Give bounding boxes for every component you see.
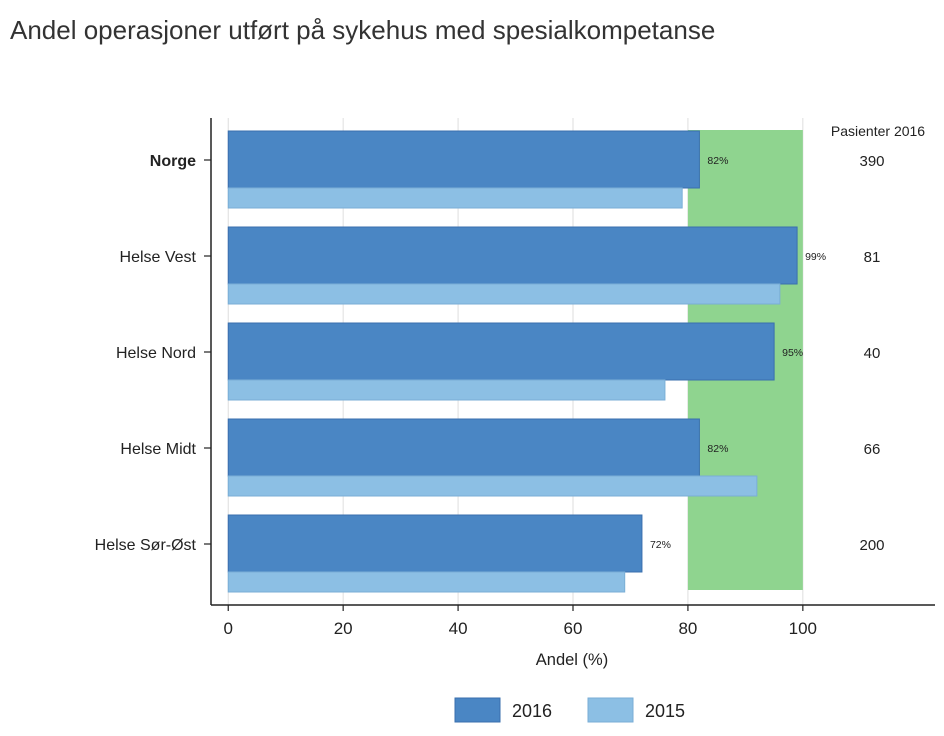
x-tick-label: 20 [334, 619, 353, 638]
legend-label-2015: 2015 [645, 701, 685, 721]
bar-2015-helse-midt [227, 475, 758, 497]
bar-2016-helse-midt [227, 418, 700, 477]
legend-label-2016: 2016 [512, 701, 552, 721]
patients-value-helse-nord: 40 [864, 345, 881, 362]
patients-value-norge: 390 [859, 153, 884, 170]
data-label-helse-vest: 99% [805, 251, 826, 263]
bar-2016-helse-vest [227, 226, 798, 285]
data-label-helse-sor-ost: 72% [650, 539, 671, 551]
bar-2015-helse-nord [227, 379, 666, 401]
chart-title: Andel operasjoner utført på sykehus med … [10, 15, 716, 45]
x-tick-label: 40 [449, 619, 468, 638]
legend-swatch-2016 [454, 697, 501, 723]
bar-2016-helse-nord [227, 322, 775, 381]
bar-2015-norge [227, 187, 683, 209]
x-tick-label: 60 [564, 619, 583, 638]
bar-2016-helse-sor-ost [227, 514, 643, 573]
x-axis-label: Andel (%) [536, 651, 608, 669]
bar-2016-norge [227, 130, 700, 189]
data-label-norge: 82% [707, 155, 728, 167]
patients-header: Pasienter 2016 [831, 123, 925, 139]
x-tick-label: 80 [678, 619, 697, 638]
category-label-helse-midt: Helse Midt [120, 441, 196, 458]
category-label-helse-nord: Helse Nord [116, 345, 196, 362]
data-label-helse-midt: 82% [707, 443, 728, 455]
x-tick-label: 100 [789, 619, 817, 638]
category-label-helse-vest: Helse Vest [120, 249, 197, 266]
patients-value-helse-vest: 81 [864, 249, 881, 266]
patients-value-helse-sor-ost: 200 [859, 537, 884, 554]
bar-2015-helse-vest [227, 283, 781, 305]
bars [227, 130, 798, 593]
patients-value-helse-midt: 66 [864, 441, 881, 458]
legend: 2016 2015 [454, 697, 685, 723]
data-label-helse-nord: 95% [782, 347, 803, 359]
category-label-norge: Norge [150, 153, 196, 170]
legend-swatch-2015 [587, 697, 634, 723]
category-label-helse-sor-ost: Helse Sør-Øst [95, 537, 197, 554]
x-tick-label: 0 [224, 619, 233, 638]
bar-2015-helse-sor-ost [227, 571, 626, 593]
